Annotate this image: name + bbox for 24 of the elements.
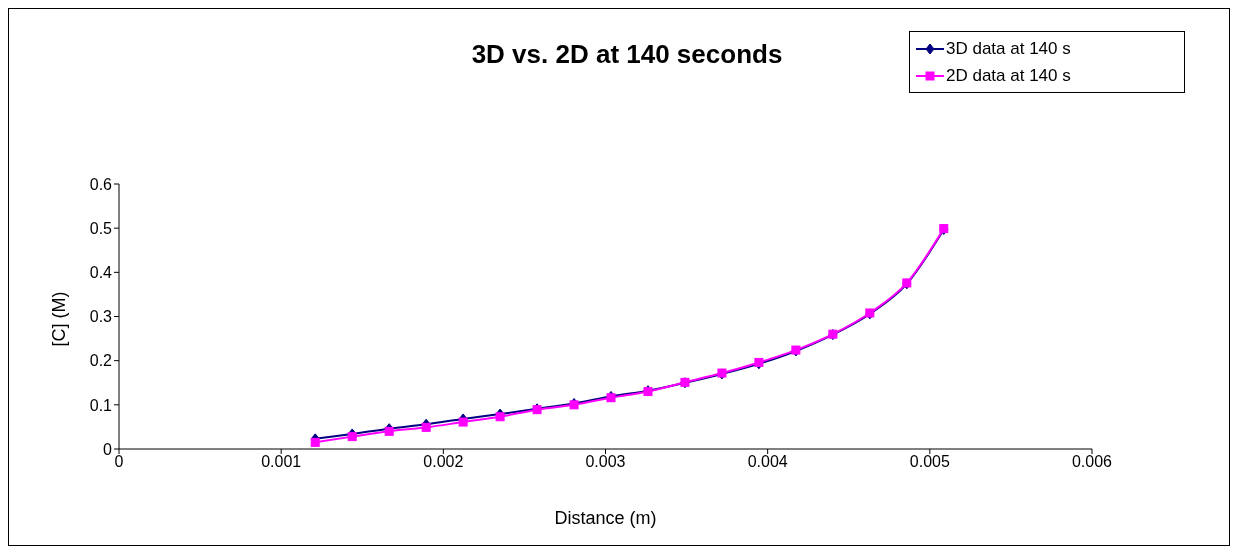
y-tick-label: 0.3 [89, 308, 113, 326]
point [347, 432, 357, 442]
y-tick-label: 0.5 [89, 219, 113, 237]
y-tick-label: 0.4 [89, 264, 113, 282]
point [310, 437, 320, 447]
point [421, 422, 431, 432]
x-tick-label: 0.002 [423, 453, 464, 471]
point [458, 417, 468, 427]
legend-label: 2D data at 140 s [946, 65, 1071, 86]
x-tick-label: 0.005 [909, 453, 950, 471]
x-tick-label: 0.003 [585, 453, 626, 471]
y-tick-label: 0.6 [89, 175, 113, 193]
point [495, 412, 505, 422]
x-tick-label: 0 [114, 453, 124, 471]
x-tick-label: 0.001 [261, 453, 302, 471]
x-axis-title: Distance (m) [554, 507, 657, 528]
y-axis-title: [C] (M) [49, 291, 70, 347]
y-tick-label: 0.2 [89, 352, 113, 370]
legend-label: 3D data at 140 s [946, 38, 1071, 59]
x-tick-label: 0.004 [747, 453, 788, 471]
chart-title: 3D vs. 2D at 140 seconds [471, 39, 783, 69]
y-tick-label: 0.1 [89, 396, 113, 414]
y-tick-label: 0 [103, 440, 113, 458]
x-tick-label: 0.006 [1071, 453, 1113, 471]
